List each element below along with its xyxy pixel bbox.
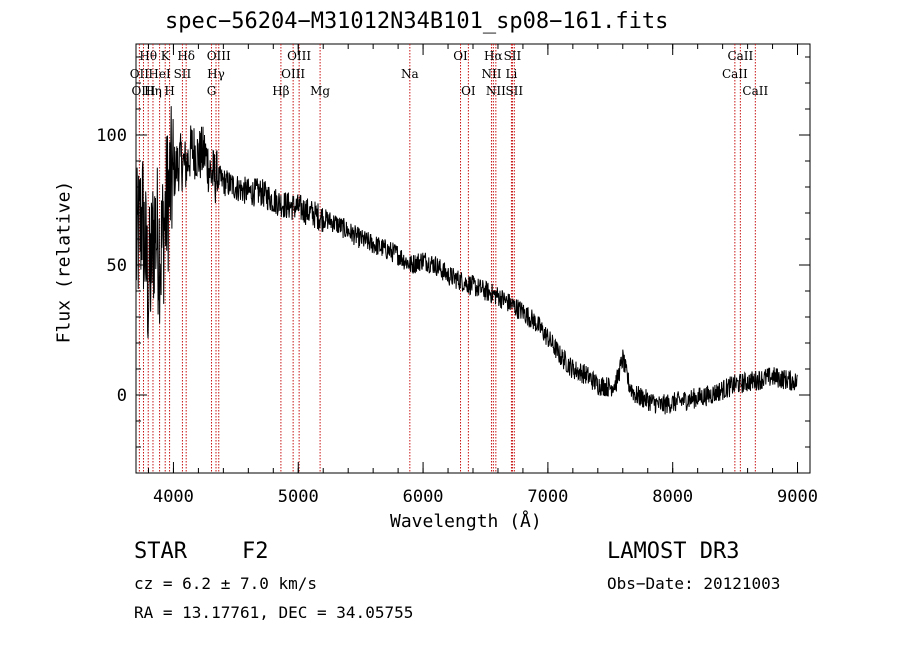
line-label: G [207,84,217,98]
line-label: OII [130,67,150,81]
x-tick-label: 4000 [153,487,194,507]
line-label: OIII [131,84,155,98]
line-label: NII [481,67,501,81]
line-label: SII [504,49,522,63]
x-tick-label: 5000 [278,487,319,507]
y-axis-label: Flux (relative) [53,180,75,344]
object-subclass: F2 [242,539,269,564]
line-label: CaII [727,49,753,63]
line-label: SII [505,84,523,98]
line-label: OI [461,84,476,98]
x-tick-label: 9000 [777,487,818,507]
line-label: CaII [722,67,748,81]
line-label: OI [453,49,468,63]
y-tick-label: 50 [107,256,127,276]
y-tick-label: 100 [96,126,127,146]
line-label: Li [506,67,518,81]
line-label: Hδ [177,49,195,63]
plot-frame [135,43,811,474]
x-tick-label: 8000 [652,487,693,507]
line-label: Hθ [139,49,157,63]
line-label: Hγ [207,67,225,81]
line-label: OIII [287,49,311,63]
line-label: SII [174,67,192,81]
x-tick-label: 7000 [527,487,568,507]
line-label: Mg [310,84,330,98]
obs-date: Obs−Date: 20121003 [607,574,781,593]
chart-title: spec−56204−M31012N34B101_sp08−161.fits [165,9,669,34]
line-label: Hη [144,84,162,98]
line-label: Na [401,67,419,81]
line-label: OIII [207,49,231,63]
redshift-text: cz = 6.2 ± 7.0 km/s [134,574,318,593]
flux-series-line [135,106,798,415]
line-label: CaII [742,84,768,98]
x-axis-label: Wavelength (Å) [390,511,542,532]
coordinates: RA = 13.17761, DEC = 34.05755 [134,603,414,622]
object-class: STAR [134,539,187,564]
survey-name: LAMOST DR3 [607,539,740,564]
line-label: H [164,84,174,98]
line-label: NII [486,84,506,98]
line-label: K [161,49,171,63]
y-tick-label: 0 [117,386,127,406]
line-label: HeI [148,67,171,81]
line-label: Hβ [272,84,289,98]
x-tick-label: 6000 [403,487,444,507]
line-label: OIII [281,67,305,81]
line-label: Hα [484,49,503,63]
